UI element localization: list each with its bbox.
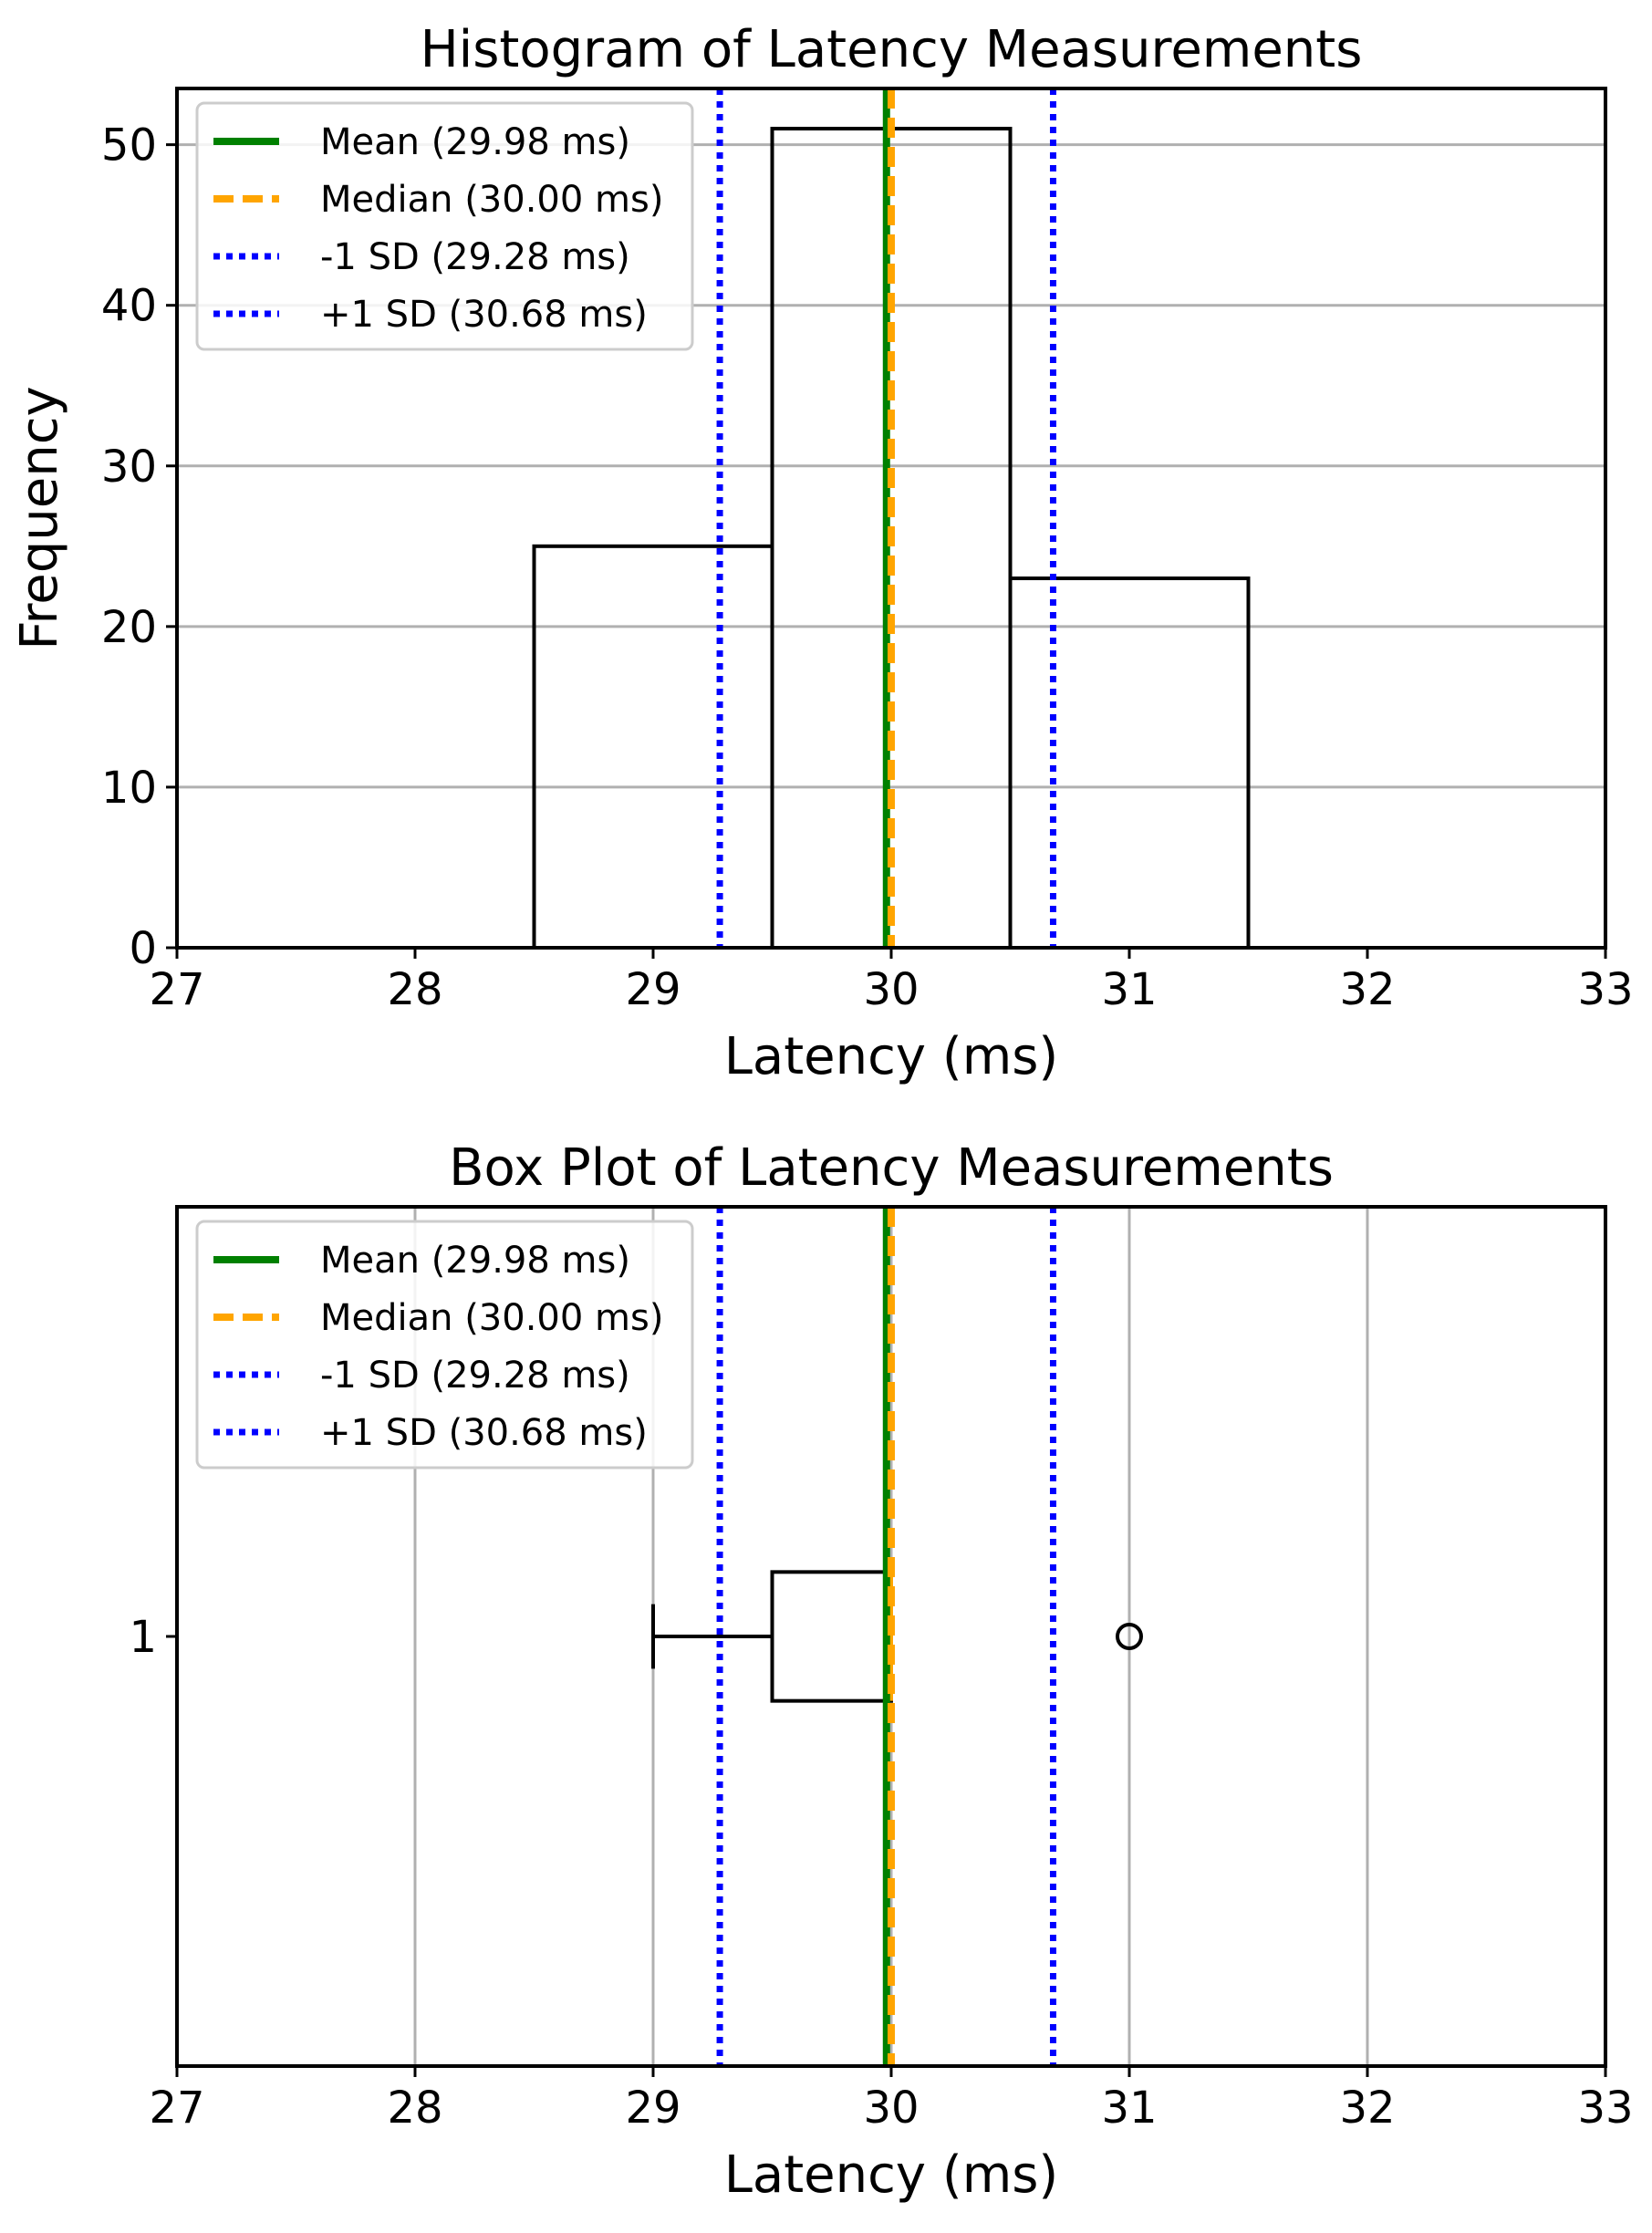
y-tick-label: 50	[101, 120, 157, 171]
histogram-y-axis-label: Frequency	[10, 386, 69, 649]
x-tick-label: 29	[625, 964, 681, 1015]
histogram-title: Histogram of Latency Measurements	[421, 20, 1363, 79]
x-tick-label: 28	[387, 964, 442, 1015]
legend-entry-label: Mean (29.98 ms)	[320, 121, 630, 163]
legend-entry-label: Median (30.00 ms)	[320, 179, 663, 221]
boxplot-legend: Mean (29.98 ms) Median (30.00 ms) -1 SD (2…	[195, 1220, 694, 1470]
legend-entry-label: +1 SD (30.68 ms)	[320, 294, 648, 336]
legend-entry-label: -1 SD (29.28 ms)	[320, 1355, 630, 1397]
boxplot-reference-lines	[716, 1207, 1056, 2066]
histogram-panel: 27 28 29 30 31 32 33 0 10 20 30 40 50 Histogram of …	[10, 20, 1634, 1086]
x-tick-label: 33	[1577, 2082, 1633, 2134]
legend-entry-label: Mean (29.98 ms)	[320, 1240, 630, 1282]
legend-entry-label: +1 SD (30.68 ms)	[320, 1412, 648, 1454]
legend-entry-label: -1 SD (29.28 ms)	[320, 236, 630, 278]
legend-box	[195, 101, 694, 351]
legend-box	[195, 1220, 694, 1470]
x-tick-label: 29	[625, 2082, 681, 2134]
y-tick-label: 1	[129, 1612, 157, 1663]
x-tick-label: 31	[1101, 964, 1157, 1015]
histogram-reference-lines	[716, 88, 1056, 948]
x-tick-label: 33	[1577, 964, 1633, 1015]
boxplot-y-ticks: 1	[129, 1612, 177, 1663]
x-tick-label: 30	[863, 2082, 919, 2134]
x-tick-label: 32	[1339, 2082, 1395, 2134]
histogram-legend: Mean (29.98 ms) Median (30.00 ms) -1 SD (2…	[195, 101, 694, 351]
histogram-x-axis-label: Latency (ms)	[724, 1027, 1059, 1086]
y-tick-label: 0	[129, 923, 157, 974]
x-tick-label: 27	[149, 2082, 204, 2134]
x-tick-label: 31	[1101, 2082, 1157, 2134]
boxplot-x-ticks: 27 28 29 30 31 32 33	[149, 2066, 1634, 2134]
histogram-y-ticks: 0 10 20 30 40 50	[101, 120, 177, 974]
x-tick-label: 28	[387, 2082, 442, 2134]
y-tick-label: 10	[101, 763, 157, 814]
x-tick-label: 27	[149, 964, 204, 1015]
boxplot-title: Box Plot of Latency Measurements	[449, 1138, 1334, 1198]
y-tick-label: 20	[101, 602, 157, 653]
y-tick-label: 40	[101, 281, 157, 332]
boxplot-x-axis-label: Latency (ms)	[724, 2145, 1059, 2205]
histogram-x-ticks: 27 28 29 30 31 32 33	[149, 948, 1634, 1015]
x-tick-label: 30	[863, 964, 919, 1015]
legend-entry-label: Median (30.00 ms)	[320, 1297, 663, 1339]
boxplot-panel: 27 28 29 30 31 32 33 1 Box Plot of Latency Mea…	[129, 1138, 1633, 2205]
y-tick-label: 30	[101, 441, 157, 493]
outlier-point	[1116, 1623, 1143, 1650]
x-tick-label: 32	[1339, 964, 1395, 1015]
